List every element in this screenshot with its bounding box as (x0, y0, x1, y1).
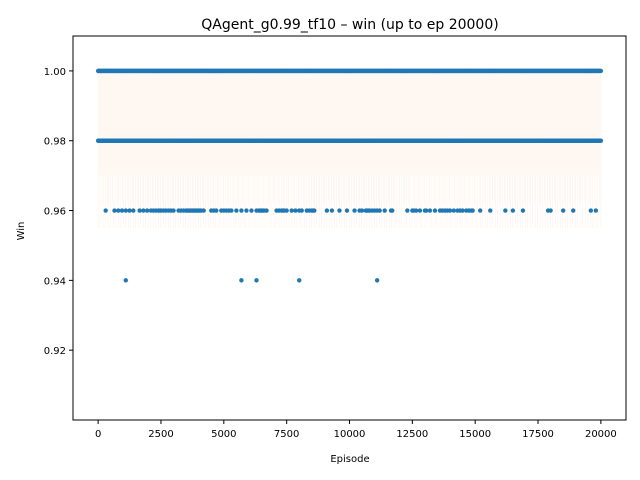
x-axis-label: Episode (330, 454, 369, 465)
y-tick-label: 0.96 (44, 207, 66, 218)
data-point (329, 208, 335, 213)
data-point (377, 208, 382, 213)
data-point (598, 138, 604, 143)
data-point (127, 208, 132, 213)
data-point (239, 278, 244, 283)
y-tick-label: 1.00 (44, 67, 66, 78)
data-point (451, 208, 457, 213)
data-point (171, 208, 176, 213)
data-point (144, 208, 150, 213)
data-point (344, 208, 350, 213)
data-point (390, 208, 395, 213)
data-point (297, 278, 302, 283)
data-point (123, 208, 128, 213)
data-point (264, 208, 269, 213)
data-point (112, 208, 117, 213)
data-point (423, 208, 429, 213)
data-point (119, 208, 125, 213)
data-point (249, 208, 254, 213)
x-tick-label: 10000 (334, 429, 366, 440)
data-point (299, 208, 304, 213)
variance-band-layer (97, 70, 602, 228)
data-point (289, 208, 294, 213)
data-point (103, 208, 108, 213)
data-point (137, 208, 142, 213)
x-tick-label: 17500 (522, 429, 554, 440)
data-point (548, 208, 553, 213)
data-point (417, 208, 423, 213)
data-point (337, 208, 342, 213)
data-point (244, 208, 249, 213)
data-point (520, 208, 526, 213)
data-point (447, 208, 453, 213)
x-axis: 0 2500 5000 7500 10000 12500 15000 17500 20000 (95, 420, 617, 440)
data-point (352, 208, 357, 213)
data-point (312, 208, 317, 213)
data-point (359, 208, 365, 213)
y-tick-label: 0.92 (44, 346, 66, 357)
x-tick-label: 15000 (459, 429, 491, 440)
x-tick-label: 5000 (211, 429, 236, 440)
y-axis-label: Win (16, 222, 27, 241)
data-point (571, 208, 576, 213)
data-point (374, 278, 380, 283)
x-tick-label: 7500 (274, 429, 299, 440)
data-point (234, 208, 239, 213)
data-point (460, 208, 465, 213)
y-tick-label: 0.94 (44, 276, 66, 287)
data-point (413, 208, 419, 213)
data-point (427, 208, 433, 213)
data-point (141, 208, 146, 213)
data-point (284, 208, 289, 213)
data-points-layer (95, 68, 604, 283)
data-point (470, 208, 475, 213)
data-point (239, 208, 244, 213)
data-point (293, 208, 298, 213)
x-tick-label: 0 (95, 429, 101, 440)
data-point (201, 208, 206, 213)
x-tick-label: 12500 (396, 429, 428, 440)
data-point (324, 208, 330, 213)
data-point (116, 208, 121, 213)
data-point (488, 208, 493, 213)
data-point (382, 208, 387, 213)
data-point (478, 208, 483, 213)
data-point (405, 208, 410, 213)
data-point (229, 208, 234, 213)
x-tick-label: 2500 (148, 429, 173, 440)
x-tick-label: 20000 (585, 429, 617, 440)
data-point (593, 208, 599, 213)
data-point (254, 278, 259, 283)
data-point (588, 208, 594, 213)
data-point (131, 208, 136, 213)
data-point (598, 68, 604, 74)
data-point (560, 208, 566, 213)
chart-title: QAgent_g0.99_tf10 – win (up to ep 20000) (201, 17, 498, 33)
data-point (123, 278, 128, 283)
data-point (432, 208, 438, 213)
data-point (503, 208, 508, 213)
data-point (510, 208, 516, 213)
data-point (214, 208, 219, 213)
y-axis: 0.92 0.94 0.96 0.98 1.00 (44, 67, 73, 357)
y-tick-label: 0.98 (44, 137, 66, 148)
